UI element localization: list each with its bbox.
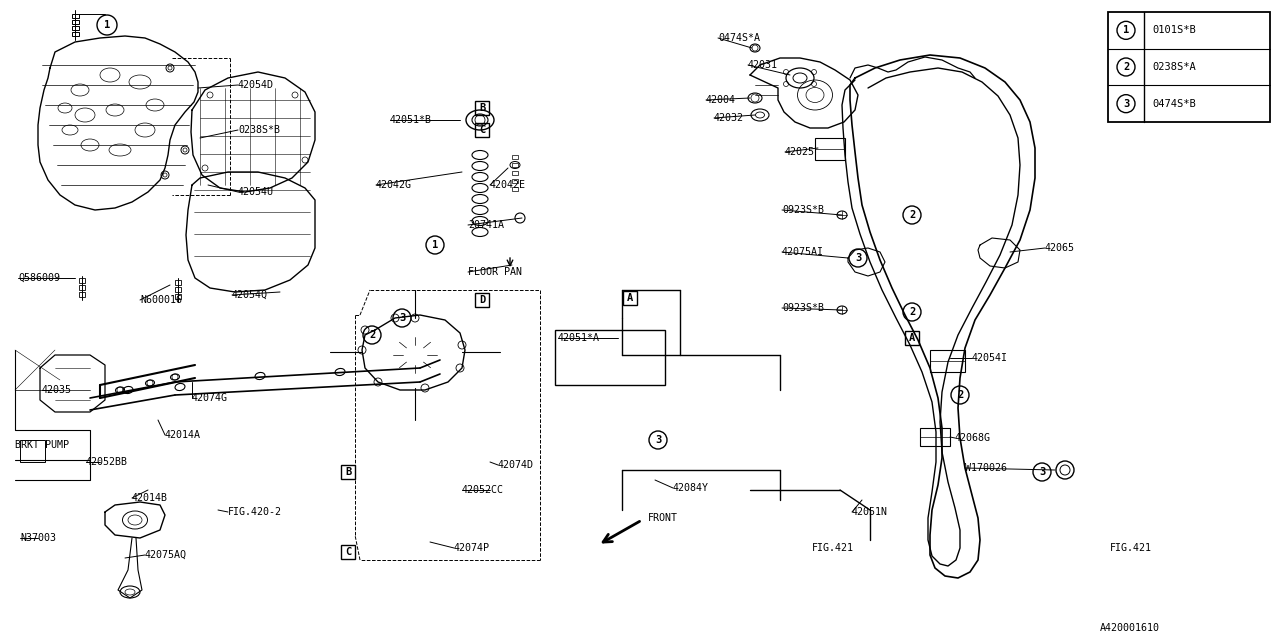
Text: B: B — [344, 467, 351, 477]
Bar — [475, 123, 489, 137]
Text: 42074P: 42074P — [454, 543, 490, 553]
Text: 1: 1 — [1123, 26, 1129, 35]
Bar — [340, 465, 355, 479]
Text: A: A — [627, 293, 634, 303]
Text: 0238S*B: 0238S*B — [238, 125, 280, 135]
Bar — [20, 440, 45, 462]
Text: 0923S*B: 0923S*B — [782, 303, 824, 313]
Text: BRKT PUMP: BRKT PUMP — [15, 440, 69, 450]
Text: 42052BB: 42052BB — [86, 457, 128, 467]
Text: 0238S*A: 0238S*A — [1152, 62, 1196, 72]
Text: 42068G: 42068G — [955, 433, 991, 443]
Text: 0474S*A: 0474S*A — [718, 33, 760, 43]
Text: 2: 2 — [957, 390, 963, 400]
Text: 2: 2 — [1123, 62, 1129, 72]
Text: 42084Y: 42084Y — [673, 483, 709, 493]
Text: FLOOR PAN: FLOOR PAN — [468, 267, 522, 277]
Text: 42065: 42065 — [1044, 243, 1075, 253]
Bar — [556, 330, 666, 385]
Text: 42051*A: 42051*A — [558, 333, 600, 343]
Bar — [512, 171, 518, 175]
Text: 42054Q: 42054Q — [232, 290, 268, 300]
Text: 1: 1 — [431, 240, 438, 250]
Text: FIG.421: FIG.421 — [812, 543, 854, 553]
Text: N600016: N600016 — [140, 295, 182, 305]
Text: 42054I: 42054I — [972, 353, 1009, 363]
Text: 42014A: 42014A — [165, 430, 201, 440]
Text: C: C — [479, 125, 485, 135]
Text: 42042E: 42042E — [490, 180, 526, 190]
Bar — [815, 138, 845, 160]
Text: 2: 2 — [909, 307, 915, 317]
Text: 2: 2 — [909, 210, 915, 220]
Text: Q586009: Q586009 — [18, 273, 60, 283]
Text: 42025: 42025 — [785, 147, 815, 157]
Bar — [623, 291, 637, 305]
Bar — [175, 280, 180, 285]
Text: 0923S*B: 0923S*B — [782, 205, 824, 215]
Bar — [475, 293, 489, 307]
Text: 42051N: 42051N — [852, 507, 888, 517]
Text: N37003: N37003 — [20, 533, 56, 543]
Text: 3: 3 — [1123, 99, 1129, 109]
Text: 42032: 42032 — [714, 113, 744, 123]
Text: 0101S*B: 0101S*B — [1152, 26, 1196, 35]
Text: 0474S*B: 0474S*B — [1152, 99, 1196, 109]
Bar — [72, 20, 79, 24]
Text: 3: 3 — [855, 253, 861, 263]
Bar — [512, 187, 518, 191]
Text: 42054U: 42054U — [238, 187, 274, 197]
Text: 20741A: 20741A — [468, 220, 504, 230]
Text: A: A — [909, 333, 915, 343]
Text: 42014B: 42014B — [132, 493, 168, 503]
Bar — [512, 155, 518, 159]
Text: W170026: W170026 — [965, 463, 1007, 473]
Text: A420001610: A420001610 — [1100, 623, 1160, 633]
Text: 1: 1 — [104, 20, 110, 30]
Bar — [512, 163, 518, 167]
Bar — [79, 285, 84, 290]
Bar — [72, 26, 79, 30]
Bar — [79, 292, 84, 297]
Bar — [931, 350, 965, 372]
Text: D: D — [479, 295, 485, 305]
Text: 42035: 42035 — [42, 385, 72, 395]
Text: 42054D: 42054D — [238, 80, 274, 90]
Bar — [920, 428, 950, 446]
Bar — [175, 287, 180, 292]
Text: 2: 2 — [369, 330, 375, 340]
Bar — [72, 32, 79, 36]
Text: 42052CC: 42052CC — [462, 485, 504, 495]
Bar — [79, 278, 84, 283]
Text: FIG.420-2: FIG.420-2 — [228, 507, 282, 517]
Bar — [1108, 12, 1270, 122]
Bar — [905, 331, 919, 345]
Bar — [175, 294, 180, 299]
Text: FRONT: FRONT — [648, 513, 678, 523]
Text: 42004: 42004 — [707, 95, 736, 105]
Text: 3: 3 — [399, 313, 406, 323]
Text: B: B — [479, 103, 485, 113]
Text: 3: 3 — [1039, 467, 1046, 477]
Bar — [72, 14, 79, 18]
Text: 42075AQ: 42075AQ — [145, 550, 187, 560]
Text: 3: 3 — [655, 435, 662, 445]
Text: 42075AI: 42075AI — [782, 247, 824, 257]
Text: 42074D: 42074D — [498, 460, 534, 470]
Text: FIG.421: FIG.421 — [1110, 543, 1152, 553]
Text: 42042G: 42042G — [376, 180, 412, 190]
Text: C: C — [344, 547, 351, 557]
Text: 42074G: 42074G — [192, 393, 228, 403]
Text: 42051*B: 42051*B — [390, 115, 433, 125]
Bar — [512, 179, 518, 183]
Bar — [340, 545, 355, 559]
Text: 42031: 42031 — [748, 60, 778, 70]
Bar — [475, 101, 489, 115]
